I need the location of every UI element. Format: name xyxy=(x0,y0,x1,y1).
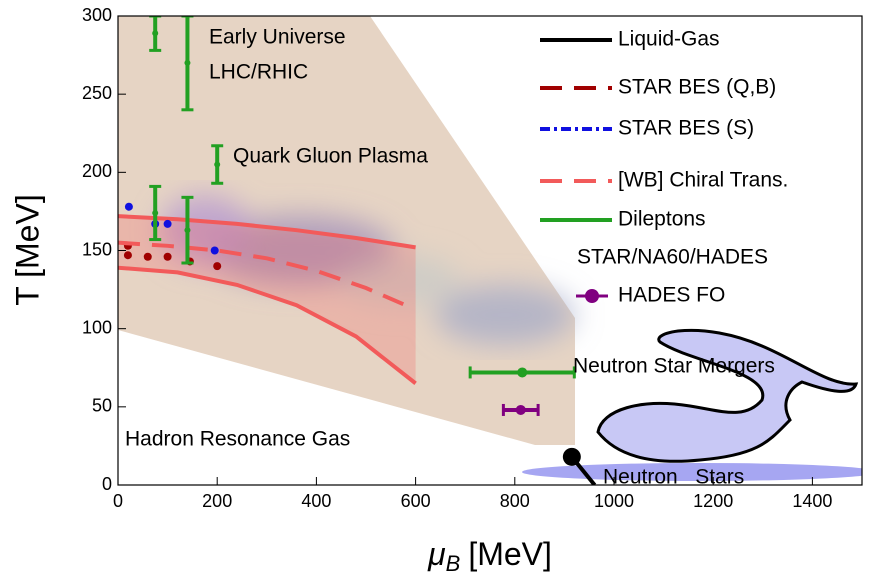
x-tick-label: 1400 xyxy=(792,491,832,511)
x-tick-label: 800 xyxy=(500,491,530,511)
data-point xyxy=(214,162,220,168)
annotation: Early Universe xyxy=(209,26,346,49)
x-axis-label: μB [MeV] xyxy=(427,536,552,575)
data-point xyxy=(517,367,527,377)
legend-label: Liquid-Gas xyxy=(618,28,720,51)
x-label-unit: [MeV] xyxy=(468,536,552,572)
x-tick-label: 200 xyxy=(202,491,232,511)
legend-label: STAR BES (Q,B) xyxy=(618,76,776,99)
data-point xyxy=(184,60,190,66)
legend-label: STAR BES (S) xyxy=(618,117,754,140)
y-tick-label: 250 xyxy=(82,83,112,103)
x-label-subscript: B xyxy=(446,551,461,576)
x-tick-label: 400 xyxy=(301,491,331,511)
y-tick-label: 50 xyxy=(92,396,112,416)
annotation: Neutron Star Mergers xyxy=(573,355,775,378)
data-point xyxy=(213,262,221,270)
data-point xyxy=(164,253,172,261)
data-point xyxy=(152,210,158,216)
x-tick-label: 0 xyxy=(113,491,123,511)
blob xyxy=(435,285,575,345)
legend-label: [WB] Chiral Trans. xyxy=(618,169,788,192)
y-tick-label: 300 xyxy=(82,5,112,25)
x-label-symbol: μ xyxy=(427,536,446,572)
annotation: Hadron Resonance Gas xyxy=(125,428,350,451)
data-point xyxy=(125,203,133,211)
page: {"chart_data": { "type": "scatter", "xla… xyxy=(0,0,876,581)
merger-shape xyxy=(598,330,856,461)
x-tick-label: 600 xyxy=(401,491,431,511)
chart: Early Universe LHC/RHIC Quark Gluon Plas… xyxy=(0,0,876,581)
y-tick-label: 100 xyxy=(82,317,112,337)
annotation: Neutron Stars xyxy=(603,466,744,489)
legend-sublabel: STAR/NA60/HADES xyxy=(577,246,768,269)
legend-label: HADES FO xyxy=(618,284,725,307)
data-point xyxy=(184,227,190,233)
legend-swatch xyxy=(585,289,599,303)
data-point xyxy=(211,247,219,255)
x-tick-label: 1200 xyxy=(693,491,733,511)
x-tick-label: 1000 xyxy=(594,491,634,511)
y-tick-label: 0 xyxy=(102,474,112,494)
data-point xyxy=(124,251,132,259)
annotation: LHC/RHIC xyxy=(209,61,308,84)
data-point xyxy=(164,220,172,228)
data-point xyxy=(516,405,526,415)
data-point xyxy=(152,30,158,36)
series-endpoint xyxy=(563,448,581,466)
annotation: Quark Gluon Plasma xyxy=(233,145,428,168)
y-axis-label: T [MeV] xyxy=(9,194,45,305)
y-tick-label: 150 xyxy=(82,239,112,259)
data-point xyxy=(144,253,152,261)
y-tick-label: 200 xyxy=(82,161,112,181)
legend-label: Dileptons xyxy=(618,208,706,231)
